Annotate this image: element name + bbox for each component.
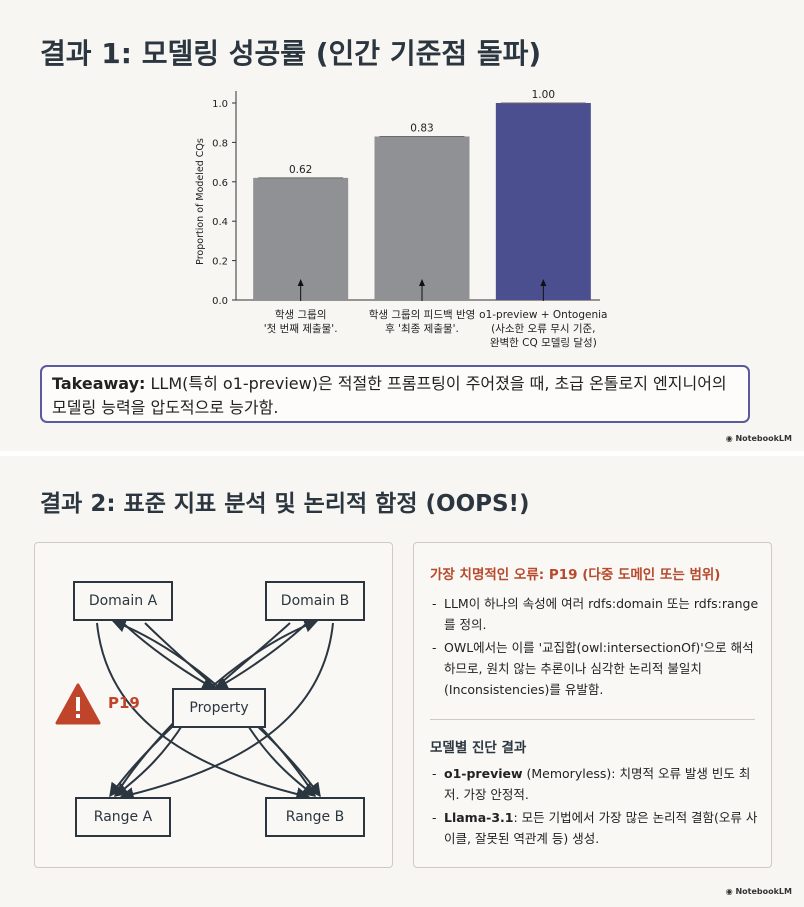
y-tick-label: 0.6: [212, 178, 228, 189]
data-label: 0.83: [410, 122, 433, 134]
bar: [495, 103, 591, 300]
list-item: LLM이 하나의 속성에 여러 rdfs:domain 또는 rdfs:rang…: [430, 593, 760, 635]
list-item: OWL에서는 이를 '교집합(owl:intersectionOf)'으로 해석…: [430, 637, 760, 700]
category-label: 학생 그룹의 피드백 반영: [369, 309, 476, 321]
y-tick-label: 0.4: [212, 217, 228, 228]
category-label: 완벽한 CQ 모델링 달성): [490, 336, 597, 349]
notebooklm-watermark: ◉ NotebookLM: [725, 887, 792, 896]
analysis-panel: 가장 치명적인 오류: P19 (다중 도메인 또는 범위) LLM이 하나의 …: [413, 542, 772, 868]
chart-labels: 0.62 학생 그룹의 '첫 번째 제출물'. 0.83 학생 그룹의 피드백 반영후 …: [264, 89, 608, 349]
model-name: o1-preview: [444, 766, 523, 781]
diagram-panel: Domain A Domain B Property Range A Range…: [34, 542, 393, 868]
y-tick-label: 0.2: [212, 257, 228, 268]
data-label: 0.62: [289, 164, 312, 176]
data-label: 1.00: [532, 89, 555, 101]
list-item: o1-preview (Memoryless): 치명적 오류 발생 빈도 최저…: [430, 763, 760, 805]
y-tick-label: 0.8: [212, 138, 228, 149]
takeaway-text: LLM(특히 o1-preview)은 적절한 프롬프팅이 주어졌을 때, 초급…: [52, 374, 727, 417]
y-tick-label: 1.0: [212, 99, 228, 110]
slide-1: 결과 1: 모델링 성공률 (인간 기준점 돌파) 0.0 0.2 0.4 0.6 0.…: [0, 0, 804, 451]
takeaway-box: Takeaway: LLM(특히 o1-preview)은 적절한 프롬프팅이 …: [40, 365, 750, 423]
list-item: Llama-3.1: 모든 기법에서 가장 많은 논리적 결함(오류 사이클, …: [430, 807, 760, 849]
category-label: '첫 번째 제출물'.: [264, 323, 338, 335]
divider: [430, 719, 755, 720]
warning-icon: [55, 683, 101, 725]
warning-label: P19: [108, 694, 140, 712]
arrow-head: [297, 279, 304, 286]
category-label: 학생 그룹의: [275, 309, 327, 321]
success-rate-chart: 0.0 0.2 0.4 0.6 0.8 1.0 Proportion of Modeled …: [195, 89, 608, 349]
model-results-heading: 모델별 진단 결과: [430, 740, 527, 756]
p19-bullet-list: LLM이 하나의 속성에 여러 rdfs:domain 또는 rdfs:rang…: [430, 593, 760, 702]
y-tick-label: 0.0: [212, 296, 228, 307]
node-range-b: Range B: [265, 797, 365, 837]
model-results-list: o1-preview (Memoryless): 치명적 오류 발생 빈도 최저…: [430, 763, 760, 851]
slide-1-title: 결과 1: 모델링 성공률 (인간 기준점 돌파): [40, 37, 542, 70]
node-domain-a: Domain A: [73, 581, 173, 621]
category-label: 후 '최종 제출물'.: [385, 323, 459, 335]
slide-2-title: 결과 2: 표준 지표 분석 및 논리적 함정 (OOPS!): [40, 491, 530, 517]
arrow-head: [419, 279, 425, 286]
node-property: Property: [172, 688, 266, 728]
category-label: (사소한 오류 무시 기준,: [491, 323, 595, 335]
model-name: Llama-3.1: [444, 810, 514, 825]
critical-error-heading: 가장 치명적인 오류: P19 (다중 도메인 또는 범위): [430, 567, 721, 583]
category-label: o1-preview + Ontogenia: [479, 309, 607, 321]
bar: [374, 136, 470, 300]
model-result-text: : 모든 기법에서 가장 많은 논리적 결함(오류 사이클, 잘못된 역관계 등…: [444, 810, 758, 846]
slide-2: 결과 2: 표준 지표 분석 및 논리적 함정 (OOPS!) Dom: [0, 456, 804, 907]
node-range-a: Range A: [75, 797, 171, 837]
y-axis-label: Proportion of Modeled CQs: [195, 138, 206, 265]
arrow-head: [540, 279, 547, 286]
node-domain-b: Domain B: [265, 581, 365, 621]
chart-bars: [253, 102, 591, 300]
takeaway-label: Takeaway:: [52, 374, 146, 393]
notebooklm-watermark: ◉ NotebookLM: [725, 434, 792, 443]
model-result-text: (Memoryless): 치명적 오류 발생 빈도 최저. 가장 안정적.: [444, 766, 751, 802]
